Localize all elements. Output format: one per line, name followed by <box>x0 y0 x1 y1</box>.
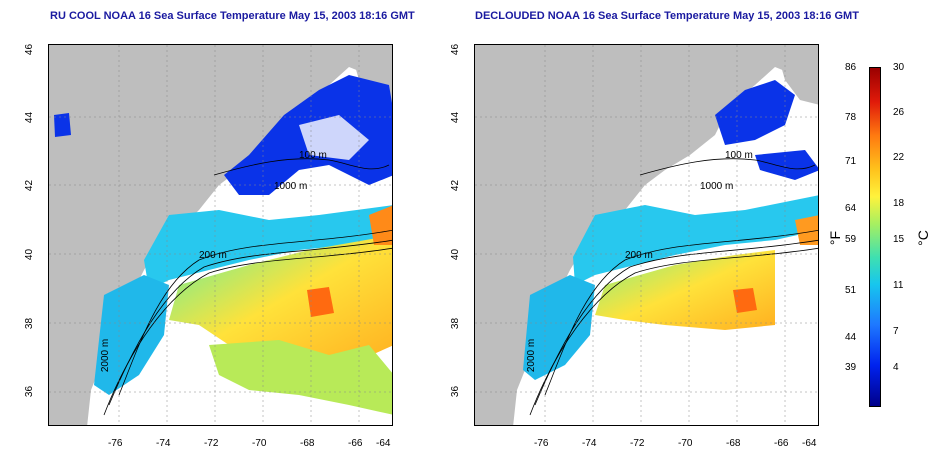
warm-water <box>169 235 392 365</box>
contour-label: 1000 m <box>274 181 308 192</box>
x-tick: -70 <box>678 438 693 449</box>
x-tick: -68 <box>300 438 315 449</box>
y-tick: 42 <box>450 179 462 192</box>
x-tick: -72 <box>204 438 219 449</box>
contour-label: 100 m <box>299 150 327 161</box>
fahrenheit-tick: 59 <box>845 234 857 245</box>
y-tick: 38 <box>450 317 462 330</box>
celsius-tick: 15 <box>893 234 905 245</box>
y-tick: 36 <box>24 385 36 398</box>
celsius-unit: °C <box>914 230 931 246</box>
contour-2000m <box>103 247 392 416</box>
cold-water <box>755 150 818 180</box>
fahrenheit-tick: 44 <box>845 332 857 343</box>
right-map-title: DECLOUDED NOAA 16 Sea Surface Temperatur… <box>475 10 859 22</box>
celsius-tick: 22 <box>893 152 905 163</box>
cold-water <box>299 115 369 160</box>
fahrenheit-tick: 86 <box>845 62 857 73</box>
x-tick: -72 <box>630 438 645 449</box>
shelf-water <box>94 275 169 395</box>
cool-water <box>573 195 818 285</box>
contour-label: 2000 m <box>526 338 538 373</box>
contour-label: 1000 m <box>700 181 734 192</box>
y-tick: 38 <box>24 317 36 330</box>
land-mass <box>775 45 818 105</box>
contour-2000m <box>529 247 818 416</box>
y-tick: 40 <box>450 248 462 261</box>
celsius-tick: 11 <box>893 280 904 291</box>
x-tick: -68 <box>726 438 741 449</box>
x-tick: -76 <box>108 438 123 449</box>
warm-eddy <box>795 215 818 245</box>
left-map-title: RU COOL NOAA 16 Sea Surface Temperature … <box>50 10 415 22</box>
warm-eddy <box>307 287 334 317</box>
contour-label: 100 m <box>725 150 753 161</box>
land-mass <box>49 45 392 425</box>
x-tick: -70 <box>252 438 267 449</box>
contour-1000m <box>108 239 392 406</box>
land-mass <box>475 45 818 425</box>
contour-label: 200 m <box>625 250 653 261</box>
y-tick: 44 <box>450 111 462 124</box>
x-tick: -64 <box>802 438 817 449</box>
y-tick: 46 <box>450 43 462 56</box>
contour-1000m <box>534 239 818 406</box>
warm-water <box>595 250 775 330</box>
fahrenheit-unit: °F <box>827 230 844 246</box>
left-sst-map: 100 m 200 m 1000 m 2000 m <box>48 44 393 426</box>
x-tick: -64 <box>376 438 391 449</box>
y-tick: 36 <box>450 385 462 398</box>
celsius-tick: 18 <box>893 198 905 209</box>
y-tick: 46 <box>24 43 36 56</box>
fahrenheit-tick: 78 <box>845 112 857 123</box>
shelf-water <box>523 275 595 380</box>
celsius-tick: 26 <box>893 107 905 118</box>
fahrenheit-tick: 39 <box>845 362 857 373</box>
warm-eddy <box>733 288 757 313</box>
celsius-tick: 4 <box>893 362 899 373</box>
south-patch <box>209 340 392 415</box>
celsius-tick: 7 <box>893 326 899 337</box>
x-tick: -74 <box>582 438 597 449</box>
x-tick: -76 <box>534 438 549 449</box>
x-tick: -66 <box>348 438 363 449</box>
y-tick: 44 <box>24 111 36 124</box>
contour-label: 200 m <box>199 250 227 261</box>
y-tick: 40 <box>24 248 36 261</box>
contour-100m <box>213 158 390 176</box>
celsius-tick: 30 <box>893 62 905 73</box>
x-tick: -74 <box>156 438 171 449</box>
y-tick: 42 <box>24 179 36 192</box>
fahrenheit-tick: 51 <box>845 285 857 296</box>
contour-label: 2000 m <box>100 338 112 373</box>
temperature-colorbar <box>869 67 881 407</box>
right-sst-map: 100 m 200 m 1000 m 2000 m <box>474 44 819 426</box>
fahrenheit-tick: 64 <box>845 203 857 214</box>
cool-water <box>144 205 392 290</box>
warm-eddy <box>369 205 392 245</box>
cold-water <box>54 113 71 137</box>
x-tick: -66 <box>774 438 789 449</box>
contour-100m <box>639 158 816 176</box>
cold-water <box>715 80 795 145</box>
fahrenheit-tick: 71 <box>845 156 857 167</box>
